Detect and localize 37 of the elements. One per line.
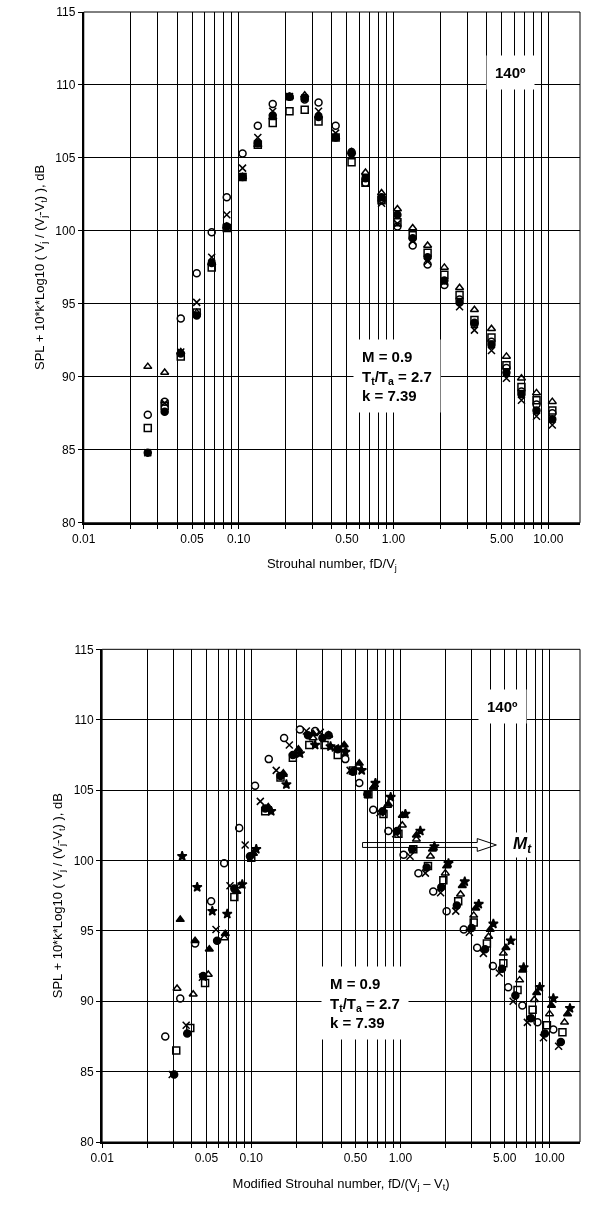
x-tick-label: 1.00 [381,532,406,547]
y-tick-label: 105 [55,151,76,166]
y-tick-label: 100 [55,224,76,239]
x-tick-label: 0.50 [335,532,359,547]
x-tick-label: 5.00 [490,532,514,547]
y-tick-label: 100 [73,853,95,868]
y-tick-label: 115 [74,642,95,657]
x-tick-label: 0.10 [239,1151,264,1166]
x-tick-label: 0.50 [343,1151,368,1166]
y-tick-label: 95 [80,924,95,939]
x-tick-label: 10.00 [533,532,564,547]
x-tick-label: 0.01 [72,532,96,547]
annotation: 140º [487,698,519,715]
y-tick-label: 90 [62,370,76,385]
y-tick-label: 80 [62,515,76,530]
x-axis-title: Modified Strouhal number, fD/(V$_{j}$ – V$_{t}$) [232,1175,450,1193]
annotation: M = 0.9 T$_{t}$/T$_{a}$ = 2.7 k = 7.39 [330,975,400,1031]
x-tick-label: 0.01 [90,1151,115,1166]
y-tick-label: 110 [56,78,76,93]
y-tick-label: 80 [80,1135,95,1150]
y-tick-label: 115 [56,5,76,20]
annotation: M = 0.9 T$_{t}$/T$_{a}$ = 2.7 k = 7.39 [362,348,432,404]
x-tick-label: 0.05 [180,532,205,547]
x-tick-label: 5.00 [492,1151,517,1166]
y-tick-label: 105 [73,783,95,798]
x-tick-label: 1.00 [388,1151,413,1166]
x-axis-title: Strouhal number, fD/V$_{j}$ [266,556,397,573]
y-tick-label: 90 [80,994,95,1009]
y-tick-label: 85 [62,442,76,457]
y-tick-label: 85 [80,1064,95,1079]
x-tick-label: 0.05 [194,1151,219,1166]
x-tick-label: 10.00 [534,1151,565,1166]
annotation: M$_{t}$ [513,834,533,856]
y-tick-label: 95 [62,297,76,312]
annotation: 140º [495,64,527,81]
y-tick-label: 110 [74,712,95,727]
x-tick-label: 0.10 [226,532,251,547]
